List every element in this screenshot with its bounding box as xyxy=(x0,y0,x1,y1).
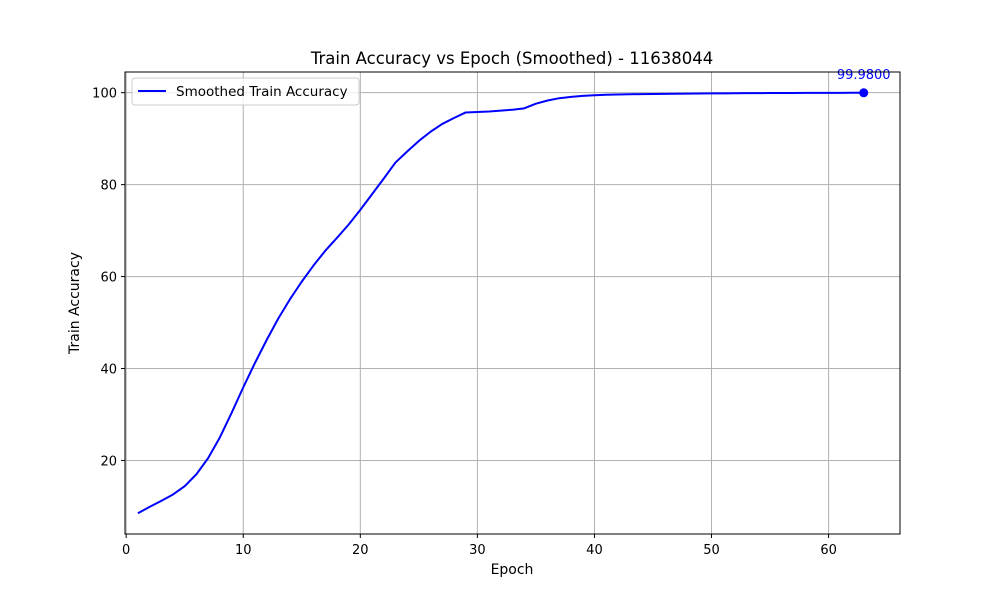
x-tick-label: 30 xyxy=(469,543,486,558)
legend: Smoothed Train Accuracy xyxy=(131,77,360,106)
final-value-point xyxy=(859,88,869,98)
chart-title: Train Accuracy vs Epoch (Smoothed) - 116… xyxy=(310,49,713,68)
y-tick-label: 80 xyxy=(100,179,117,194)
y-tick-label: 100 xyxy=(92,87,117,102)
x-tick-label: 10 xyxy=(235,543,252,558)
y-tick-label: 40 xyxy=(100,363,117,378)
x-tick-label: 40 xyxy=(586,543,603,558)
series-line-smoothed-train-accuracy xyxy=(137,91,864,515)
x-axis-label: Epoch xyxy=(491,562,534,578)
grid xyxy=(125,72,900,534)
final-value-label: 99.9800 xyxy=(837,68,891,83)
x-tick-label: 0 xyxy=(122,543,130,558)
y-tick-label: 20 xyxy=(100,454,117,469)
x-tick-label: 60 xyxy=(820,543,837,558)
y-axis-ticks: 20 40 60 80 100 xyxy=(92,87,125,469)
x-axis-ticks: 0 10 20 30 40 50 60 xyxy=(122,534,837,558)
y-axis-label: Train Accuracy xyxy=(67,252,83,355)
legend-box xyxy=(131,77,360,106)
legend-label: Smoothed Train Accuracy xyxy=(176,84,348,100)
x-tick-label: 50 xyxy=(703,543,720,558)
plot-frame xyxy=(124,71,901,535)
x-tick-label: 20 xyxy=(352,543,369,558)
y-tick-label: 60 xyxy=(100,271,117,286)
